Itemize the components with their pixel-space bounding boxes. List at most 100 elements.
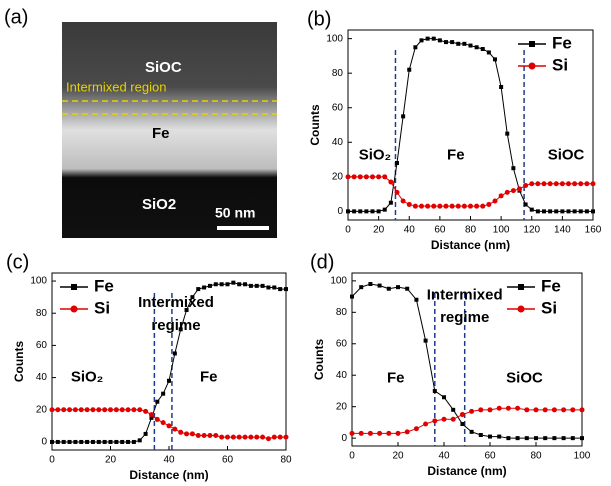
data-point bbox=[570, 407, 575, 412]
data-point bbox=[478, 407, 483, 412]
region-label: SiOC bbox=[145, 59, 182, 76]
panel-label: (b) bbox=[307, 8, 331, 30]
x-tick-label: 100 bbox=[493, 225, 510, 236]
region-label: Intermixed region bbox=[66, 79, 166, 94]
data-point bbox=[377, 431, 382, 436]
data-point bbox=[396, 431, 401, 436]
data-point bbox=[266, 436, 271, 441]
data-point bbox=[414, 426, 419, 431]
data-point bbox=[480, 204, 485, 209]
data-point bbox=[161, 420, 166, 425]
y-tick-label: 100 bbox=[30, 276, 47, 287]
data-point bbox=[383, 208, 387, 212]
data-point bbox=[488, 407, 493, 412]
data-point bbox=[552, 407, 557, 412]
y-tick-label: 100 bbox=[326, 33, 343, 44]
data-point bbox=[371, 209, 375, 213]
x-axis-label: Distance (nm) bbox=[431, 238, 510, 252]
data-point bbox=[155, 400, 159, 404]
data-point bbox=[469, 409, 474, 414]
data-point bbox=[350, 295, 354, 299]
data-point bbox=[196, 287, 200, 291]
data-point bbox=[352, 174, 357, 179]
data-point bbox=[184, 431, 189, 436]
data-point bbox=[534, 407, 539, 412]
y-tick-label: 60 bbox=[336, 338, 348, 349]
data-point bbox=[578, 181, 583, 186]
data-point bbox=[567, 209, 571, 213]
x-tick-label: 80 bbox=[465, 225, 477, 236]
data-point bbox=[202, 285, 206, 289]
data-point bbox=[85, 407, 90, 412]
data-point bbox=[364, 174, 369, 179]
y-tick-label: 40 bbox=[336, 370, 348, 381]
chart: (d)020406080100020406080100Distance (nm)… bbox=[310, 251, 591, 478]
data-point bbox=[488, 435, 492, 439]
data-point bbox=[425, 204, 430, 209]
legend-label: Si bbox=[94, 298, 110, 317]
y-tick-label: 0 bbox=[41, 437, 47, 448]
series-line bbox=[352, 408, 582, 433]
data-point bbox=[432, 418, 437, 423]
panel-label: (c) bbox=[6, 251, 29, 273]
data-point bbox=[450, 40, 454, 44]
data-point bbox=[196, 433, 201, 438]
data-point bbox=[172, 427, 177, 432]
data-point bbox=[468, 204, 473, 209]
data-point bbox=[450, 204, 455, 209]
x-tick-label: 40 bbox=[404, 225, 416, 236]
data-point bbox=[388, 180, 393, 185]
data-point bbox=[536, 209, 540, 213]
x-tick-label: 20 bbox=[105, 455, 117, 466]
data-point bbox=[389, 201, 393, 205]
data-point bbox=[346, 174, 351, 179]
y-tick-label: 40 bbox=[332, 137, 344, 148]
data-point bbox=[469, 44, 473, 48]
y-tick-label: 20 bbox=[36, 404, 48, 415]
data-point bbox=[109, 440, 113, 444]
data-point bbox=[511, 166, 515, 170]
data-point bbox=[79, 440, 83, 444]
data-point bbox=[506, 406, 511, 411]
data-point bbox=[90, 407, 95, 412]
x-tick-label: 140 bbox=[554, 225, 571, 236]
data-point bbox=[132, 440, 136, 444]
data-point bbox=[413, 204, 418, 209]
data-point bbox=[511, 188, 516, 193]
legend-marker bbox=[71, 306, 78, 313]
annotation: Fe bbox=[387, 369, 405, 386]
x-tick-label: 120 bbox=[523, 225, 540, 236]
data-point bbox=[566, 181, 571, 186]
data-point bbox=[523, 183, 528, 188]
legend-marker bbox=[518, 306, 525, 313]
data-point bbox=[284, 287, 288, 291]
data-point bbox=[178, 430, 183, 435]
data-point bbox=[475, 45, 479, 49]
data-point bbox=[423, 421, 428, 426]
data-point bbox=[580, 407, 585, 412]
x-tick-label: 0 bbox=[349, 451, 355, 462]
annotation: Fe bbox=[447, 146, 465, 163]
data-point bbox=[548, 209, 552, 213]
region-label: SiO2 bbox=[142, 196, 176, 213]
data-point bbox=[368, 431, 373, 436]
data-point bbox=[219, 435, 224, 440]
image-panel: (a) SiOC Intermixed region Fe SiO2 50 nm bbox=[4, 6, 277, 238]
panel-label: (d) bbox=[310, 251, 334, 273]
data-point bbox=[585, 209, 589, 213]
data-point bbox=[126, 407, 131, 412]
data-point bbox=[562, 436, 566, 440]
data-point bbox=[444, 204, 449, 209]
data-point bbox=[486, 202, 491, 207]
x-axis-label: Distance (nm) bbox=[129, 468, 208, 482]
panel-label: (a) bbox=[4, 6, 28, 28]
data-point bbox=[103, 440, 107, 444]
data-point bbox=[438, 38, 442, 42]
x-tick-label: 40 bbox=[163, 455, 175, 466]
annotation: Fe bbox=[200, 368, 218, 385]
data-point bbox=[243, 282, 247, 286]
data-point bbox=[414, 298, 418, 302]
data-point bbox=[272, 285, 276, 289]
x-tick-label: 40 bbox=[438, 451, 450, 462]
data-point bbox=[401, 114, 405, 118]
